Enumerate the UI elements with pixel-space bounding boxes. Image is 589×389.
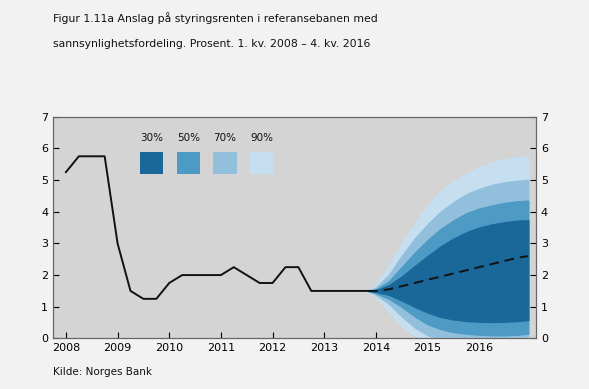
- Text: 90%: 90%: [250, 133, 273, 143]
- Bar: [250, 152, 273, 174]
- Bar: [177, 152, 200, 174]
- Bar: [140, 152, 163, 174]
- Text: 50%: 50%: [177, 133, 200, 143]
- Text: 70%: 70%: [213, 133, 236, 143]
- Text: Kilde: Norges Bank: Kilde: Norges Bank: [53, 367, 152, 377]
- Bar: [213, 152, 237, 174]
- Text: Figur 1.11a Anslag på styringsrenten i referansebanen med: Figur 1.11a Anslag på styringsrenten i r…: [53, 12, 378, 24]
- Text: 30%: 30%: [140, 133, 163, 143]
- Text: sannsynlighetsfordeling. Prosent. 1. kv. 2008 – 4. kv. 2016: sannsynlighetsfordeling. Prosent. 1. kv.…: [53, 39, 370, 49]
